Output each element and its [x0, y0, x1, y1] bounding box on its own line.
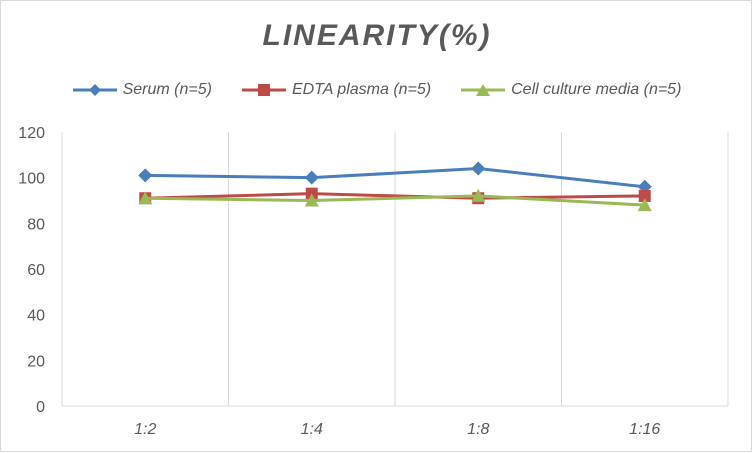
data-point	[138, 168, 153, 183]
legend: Serum (n=5) EDTA plasma (n=5) Cell cultu…	[1, 81, 752, 99]
legend-item-serum: Serum (n=5)	[72, 81, 212, 99]
data-point	[471, 161, 486, 176]
chart-title: LINEARITY(%)	[262, 19, 492, 52]
legend-label: EDTA plasma (n=5)	[291, 81, 432, 98]
y-tick-label: 120	[18, 125, 45, 142]
legend-item-cell: Cell culture media (n=5)	[461, 81, 681, 99]
y-tick-label: 0	[36, 399, 45, 416]
y-tick-label: 80	[27, 216, 45, 233]
x-tick-label: 1:8	[467, 421, 489, 438]
legend-label: Serum (n=5)	[122, 81, 212, 98]
legend-marker	[72, 84, 117, 96]
y-tick-label: 40	[27, 308, 45, 325]
data-point	[304, 193, 319, 207]
x-tick-label: 1:16	[629, 421, 660, 438]
legend-marker	[461, 84, 506, 96]
y-tick-label: 100	[18, 171, 45, 188]
data-point	[471, 188, 486, 202]
legend-marker	[241, 84, 286, 96]
y-tick-label: 60	[27, 262, 45, 279]
series-line	[145, 167, 645, 189]
x-tick-label: 1:2	[134, 421, 156, 438]
legend-item-edta: EDTA plasma (n=5)	[241, 81, 432, 99]
data-point	[637, 198, 652, 212]
series-line	[145, 194, 645, 207]
data-point	[138, 191, 153, 205]
y-tick-label: 20	[27, 353, 45, 370]
x-tick-label: 1:4	[301, 421, 323, 438]
data-point	[638, 189, 651, 202]
series-line	[145, 192, 645, 200]
data-point	[304, 170, 319, 185]
legend-label: Cell culture media (n=5)	[511, 81, 682, 98]
